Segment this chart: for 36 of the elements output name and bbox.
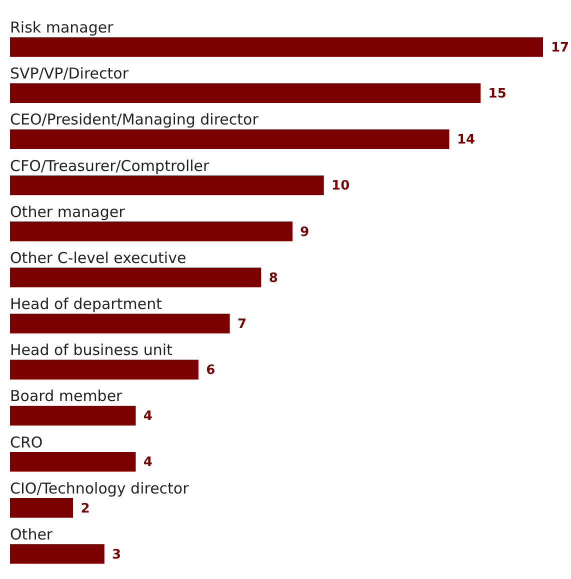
- bar: [10, 314, 230, 334]
- y-tick-label: Head of department: [10, 295, 162, 314]
- y-tick-label: Other C-level executive: [10, 248, 186, 267]
- y-tick-label: Other: [10, 525, 54, 544]
- data-label: 14: [456, 132, 476, 148]
- y-tick-label: CEO/President/Managing director: [10, 110, 260, 129]
- y-tick-label: CIO/Technology director: [10, 479, 190, 498]
- data-label: 3: [112, 547, 122, 562]
- data-label: 15: [488, 86, 506, 102]
- bar: [10, 544, 104, 564]
- bar: [10, 175, 324, 196]
- bar: [10, 268, 262, 288]
- bar: [10, 129, 450, 150]
- y-tick-label: Board member: [10, 387, 124, 406]
- y-tick-label: Risk manager: [10, 18, 114, 37]
- data-label: 8: [268, 270, 278, 286]
- data-label: 6: [206, 363, 216, 378]
- y-tick-label: Head of business unit: [10, 341, 173, 360]
- bar: [10, 360, 198, 380]
- bar: [10, 37, 543, 57]
- data-label: 17: [551, 40, 570, 56]
- y-tick-label: SVP/VP/Director: [10, 64, 130, 83]
- y-tick-label: Other manager: [10, 202, 126, 221]
- bar: [10, 222, 293, 242]
- bar: [10, 406, 136, 426]
- data-label: 4: [143, 455, 152, 470]
- data-label: 9: [300, 224, 310, 240]
- data-label: 10: [332, 178, 350, 194]
- bar: [10, 83, 481, 103]
- data-label: 4: [143, 409, 152, 424]
- bar: [10, 452, 136, 472]
- y-tick-label: CRO: [10, 433, 43, 452]
- data-label: 2: [80, 501, 90, 516]
- y-tick-label: CFO/Treasurer/Comptroller: [10, 156, 210, 175]
- data-label: 7: [237, 316, 247, 332]
- bar: [10, 498, 74, 518]
